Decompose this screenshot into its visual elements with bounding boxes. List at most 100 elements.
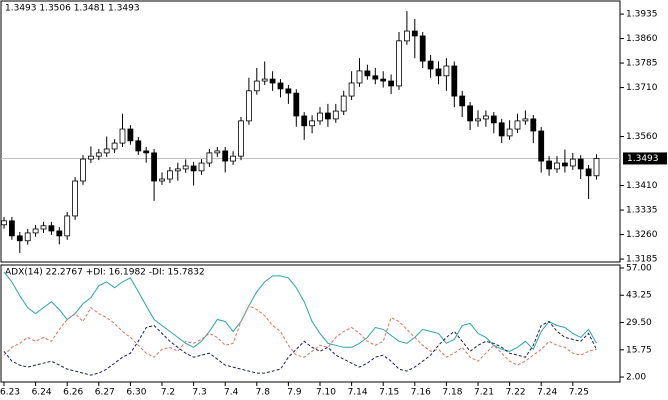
candle-body (32, 228, 39, 234)
candle-body (72, 180, 78, 217)
candle-body (451, 65, 458, 97)
indicator-title: ADX(14) 22.2767 +DI: 16.1982 -DI: 15.783… (5, 268, 205, 278)
price-panel (0, 0, 621, 263)
candle-body (427, 60, 434, 70)
candle-body (554, 162, 560, 170)
x-tick-label: 6.30 (126, 388, 146, 398)
x-tick-label: 7.24 (537, 388, 557, 398)
candle-body (238, 120, 244, 157)
candle-body (293, 92, 300, 117)
x-tick-label: 7.22 (506, 388, 526, 398)
candle-body (80, 158, 86, 182)
candle-body (403, 30, 410, 42)
current-price-label: 1.3493 (627, 154, 659, 164)
indicator-line (3, 305, 597, 366)
candle-body (522, 118, 529, 122)
candle-body (459, 95, 466, 107)
y-tick-label: 1.3410 (626, 181, 658, 191)
candle-body (16, 235, 23, 242)
candle-body (506, 128, 513, 137)
x-tick-label: 7.3 (192, 388, 206, 398)
candle-body (159, 178, 165, 182)
price-title: 1.3493 1.3506 1.3481 1.3493 (5, 4, 140, 14)
candle-body (245, 90, 252, 122)
candle-body (261, 78, 268, 82)
candle-body (40, 225, 47, 230)
candle-body (498, 122, 505, 137)
candle-body (174, 168, 181, 172)
candle-body (253, 80, 260, 92)
candle-body (48, 225, 55, 232)
x-tick-label: 7.2 (161, 388, 175, 398)
candle-body (419, 35, 426, 62)
candle-body (388, 80, 395, 87)
candle-body (356, 70, 363, 84)
candle-body (198, 162, 205, 172)
candle-body (340, 95, 347, 112)
candle-body (1, 220, 7, 226)
candle-body (372, 75, 379, 80)
candle-body (222, 150, 229, 162)
candle-body (332, 110, 339, 120)
y-tick-label: 1.3260 (626, 230, 658, 240)
y-tick-label: 1.3335 (626, 206, 658, 216)
candle-body (64, 215, 71, 237)
candle-body (206, 152, 213, 164)
x-tick-label: 7.18 (442, 388, 462, 398)
candle-body (95, 152, 102, 157)
y-tick-label: 1.3935 (626, 10, 658, 20)
y-tick-label: 1.3785 (626, 59, 658, 69)
candle-body (585, 168, 592, 177)
candle-body (324, 112, 331, 120)
y-tick-label: 57.00 (626, 263, 652, 273)
candle-body (309, 120, 316, 127)
candle-body (380, 78, 387, 82)
y-tick-label: 1.3710 (626, 83, 658, 93)
x-tick-label: 7.16 (411, 388, 431, 398)
x-tick-label: 7.25 (569, 388, 589, 398)
candle-body (8, 220, 15, 237)
indicator-panel (0, 264, 621, 383)
candle-body (269, 78, 276, 84)
candle-body (127, 128, 134, 142)
candle-body (230, 155, 237, 162)
candle-body (317, 112, 323, 122)
candle-body (119, 128, 126, 144)
candle-body (111, 142, 118, 150)
candle-body (143, 150, 150, 154)
candle-body (435, 68, 442, 77)
candle-body (396, 40, 402, 87)
x-tick-label: 7.14 (348, 388, 368, 398)
candle-body (546, 160, 552, 170)
candle-body (190, 165, 197, 172)
candle-body (56, 230, 63, 237)
indicator-line (3, 320, 597, 376)
y-tick-label: 43.25 (626, 291, 652, 301)
indicator-line (3, 271, 597, 352)
candle-body (277, 82, 284, 90)
candle-body (490, 115, 497, 124)
x-tick-label: 6.23 (0, 388, 20, 398)
x-tick-label: 7.9 (287, 388, 302, 398)
y-tick-label: 1.3185 (626, 255, 658, 265)
candle-body (475, 118, 481, 122)
candle-body (135, 140, 142, 152)
candle-body (214, 150, 221, 154)
candle-body (151, 152, 158, 182)
candle-body (285, 88, 292, 94)
candle-body (443, 65, 450, 77)
candle-body (569, 158, 576, 167)
y-tick-label: 1.3860 (626, 34, 658, 44)
candle-body (577, 158, 584, 170)
x-tick-label: 6.27 (95, 388, 115, 398)
y-tick-label: 1.3560 (626, 132, 658, 142)
candle-body (364, 70, 371, 77)
candle-body (530, 118, 537, 132)
x-tick-label: 7.10 (316, 388, 336, 398)
x-tick-label: 6.26 (63, 388, 83, 398)
current-price-box (623, 152, 667, 165)
x-tick-label: 7.21 (474, 388, 494, 398)
candle-body (182, 165, 189, 170)
candle-body (411, 30, 418, 37)
